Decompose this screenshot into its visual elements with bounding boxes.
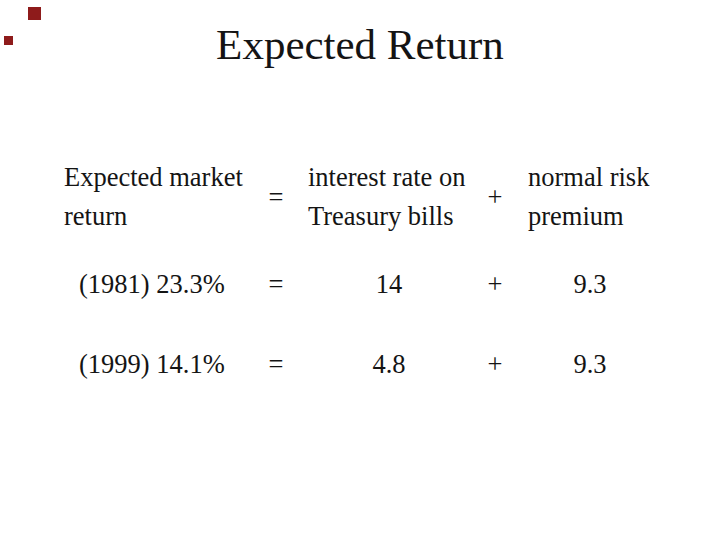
risk-premium-label: normal risk premium (528, 158, 652, 236)
decor-square-large (28, 7, 41, 20)
equals-sign-header: = (258, 178, 294, 217)
row-1981-premium-value: 9.3 (528, 265, 652, 304)
row-1981-equals-sign: = (258, 265, 294, 304)
interest-rate-label-line1: interest rate on (308, 158, 470, 197)
row-1999-plus-sign: + (477, 345, 513, 384)
risk-premium-label-line1: normal risk (528, 158, 652, 197)
slide-canvas: Expected Return Expected market return =… (0, 0, 720, 540)
interest-rate-label-line2: Treasury bills (308, 197, 470, 236)
lhs-label: Expected market return (64, 158, 264, 236)
row-1981-rate-value: 14 (308, 265, 470, 304)
lhs-label-line1: Expected market (64, 158, 264, 197)
interest-rate-label: interest rate on Treasury bills (308, 158, 470, 236)
lhs-label-line2: return (64, 197, 264, 236)
row-1981-plus-sign: + (477, 265, 513, 304)
plus-sign-header: + (477, 178, 513, 217)
slide-title: Expected Return (0, 20, 720, 70)
row-1999-rate-value: 4.8 (308, 345, 470, 384)
row-1981-label: (1981) 23.3% (79, 265, 279, 304)
row-1999-label: (1999) 14.1% (79, 345, 279, 384)
risk-premium-label-line2: premium (528, 197, 652, 236)
row-1999-premium-value: 9.3 (528, 345, 652, 384)
row-1999-equals-sign: = (258, 345, 294, 384)
